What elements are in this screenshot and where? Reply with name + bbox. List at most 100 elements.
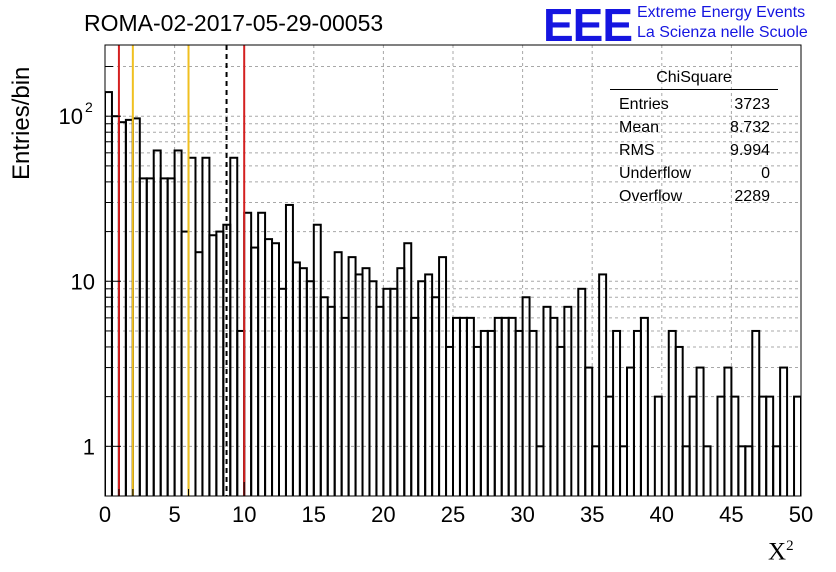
x-tick-label: 45 (719, 502, 743, 527)
histogram-bin (486, 329, 496, 496)
stats-title: ChiSquare (610, 66, 778, 90)
stats-row-overflow: Overflow 2289 (610, 185, 778, 208)
histogram-bin (758, 395, 768, 496)
stats-label: RMS (619, 142, 655, 159)
histogram-bin (110, 115, 120, 496)
y-tick-label: 10 (59, 104, 83, 129)
histogram-bin (695, 366, 705, 496)
eee-logo: EEE (543, 0, 633, 51)
histogram-bin (744, 445, 754, 496)
histogram-bin (549, 316, 559, 496)
x-tick-label: 15 (302, 502, 326, 527)
histogram-bin (152, 149, 162, 496)
y-axis-label: Entries/bin (8, 66, 35, 180)
histogram-bin (312, 223, 322, 496)
histogram-bin (612, 329, 622, 496)
histogram-bin (465, 316, 475, 496)
histogram-bin (194, 251, 204, 496)
stats-value: 3723 (734, 96, 770, 113)
histogram-bin (271, 242, 281, 496)
histogram-bin (479, 329, 489, 496)
histogram-bin (577, 287, 587, 496)
stats-row-entries: Entries 3723 (610, 93, 778, 116)
histogram-bin (765, 395, 775, 496)
histogram-bin (105, 91, 113, 496)
brand-line-1: Extreme Energy Events (637, 4, 806, 21)
brand-line-2: La Scienza nelle Scuole (637, 24, 808, 41)
histogram-bin (305, 280, 315, 496)
histogram-bin (131, 117, 141, 496)
histogram-bin (542, 305, 552, 496)
stats-label: Overflow (619, 188, 683, 205)
histogram-bin (772, 445, 782, 496)
histogram-bin (632, 329, 642, 496)
histogram-bin (333, 251, 343, 496)
stats-label: Mean (619, 119, 660, 136)
x-tick-label: 10 (232, 502, 256, 527)
histogram-bin (605, 395, 615, 496)
histogram-bin (528, 329, 538, 496)
histogram-bin (424, 273, 434, 496)
histogram-bin (264, 238, 274, 496)
stats-label: Underflow (619, 165, 692, 182)
histogram-bin (521, 296, 531, 496)
histogram-bin (278, 287, 287, 496)
histogram-bin (779, 366, 789, 496)
histogram-bin (556, 345, 566, 496)
histogram-bin (173, 149, 183, 496)
histogram-bin (340, 316, 350, 496)
stats-box: ChiSquare Entries 3723 Mean 8.732 RMS 9.994… (610, 66, 778, 208)
stats-value: 0 (761, 165, 770, 182)
stats-row-mean: Mean 8.732 (610, 116, 778, 139)
histogram-bin (291, 261, 301, 496)
histogram-bin (410, 316, 420, 496)
histogram-bin (563, 305, 573, 496)
histogram-title: ROMA-02-2017-05-29-00053 (84, 10, 384, 36)
histogram-bin (243, 211, 253, 496)
grid-lines (105, 45, 801, 496)
histogram-bin (180, 230, 190, 496)
x-tick-label: 20 (371, 502, 395, 527)
histogram-bin (674, 345, 684, 496)
histogram-bin (751, 329, 761, 496)
reference-lines (117, 45, 246, 496)
x-axis-label-superscript: 2 (786, 538, 794, 554)
stats-row-rms: RMS 9.994 (610, 139, 778, 162)
histogram-bin (354, 273, 364, 496)
y-tick-exponent: 2 (85, 99, 93, 115)
x-tick-label: 35 (580, 502, 604, 527)
histogram-bin (215, 230, 225, 496)
histogram-bin (208, 234, 218, 496)
histogram-bin (257, 211, 267, 496)
stats-value: 8.732 (729, 119, 770, 136)
histogram-bin (284, 203, 294, 496)
x-tick-label: 0 (99, 502, 111, 527)
x-axis-ticks: 0 5 10 15 20 25 30 35 40 45 50 (99, 482, 813, 527)
x-axis-label: X2 (768, 538, 794, 566)
histogram-bin (598, 273, 608, 496)
stats-row-underflow: Underflow 0 (610, 162, 778, 185)
y-tick-label: 1 (83, 434, 95, 459)
histogram-bin (619, 445, 628, 496)
x-tick-label: 40 (650, 502, 674, 527)
histogram-bin (626, 366, 635, 496)
histogram-bin (368, 280, 378, 496)
histogram-bin (431, 296, 441, 496)
histogram-bin (417, 280, 427, 496)
stats-label: Entries (619, 96, 669, 113)
histogram-bin (653, 395, 663, 496)
histogram-bin (382, 287, 392, 496)
histogram-bin (326, 305, 336, 496)
x-axis-label-text: X (768, 538, 787, 566)
histogram-bin (500, 316, 510, 496)
histogram-bin (681, 445, 691, 496)
histogram-bin (319, 296, 329, 496)
x-tick-label: 5 (168, 502, 180, 527)
y-tick-label: 10 (71, 269, 95, 294)
histogram-bin (117, 121, 127, 496)
histogram-bin (702, 445, 712, 496)
x-tick-label: 50 (789, 502, 813, 527)
x-tick-label: 25 (441, 502, 465, 527)
